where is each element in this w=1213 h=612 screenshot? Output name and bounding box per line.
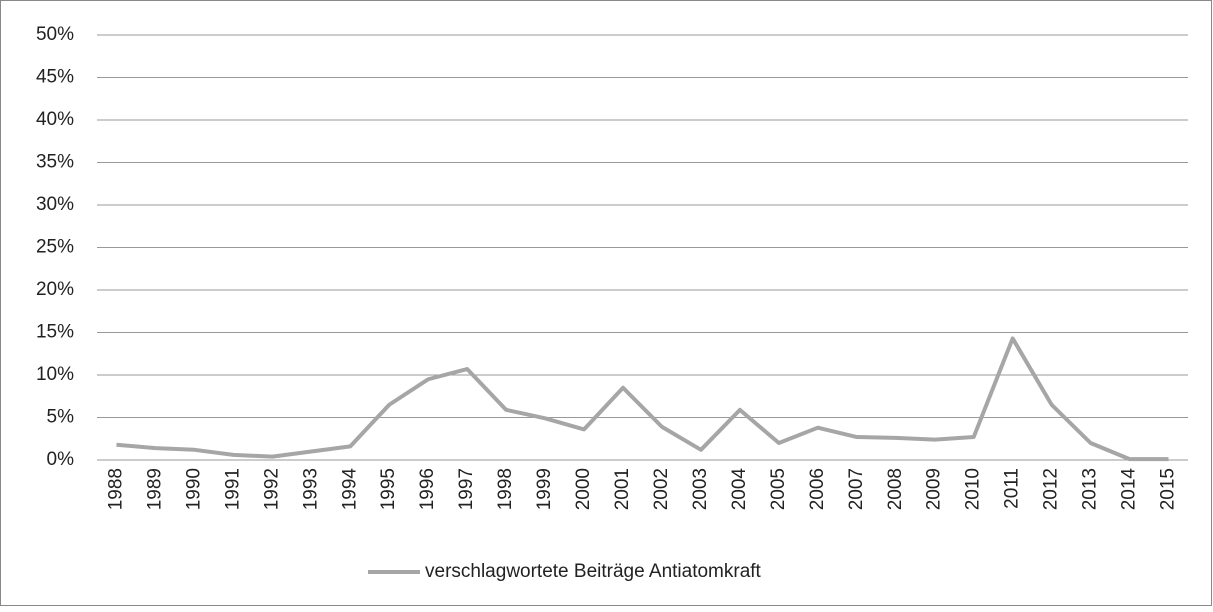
y-tick-label: 25%	[36, 237, 74, 258]
y-tick-label: 5%	[47, 407, 75, 428]
y-tick-label: 30%	[36, 194, 74, 215]
y-tick-label: 50%	[36, 24, 74, 45]
x-tick-label: 1991	[222, 468, 243, 510]
x-tick-label: 1998	[495, 468, 516, 510]
x-tick-label: 1997	[456, 468, 477, 510]
x-tick-label: 2005	[768, 468, 789, 510]
x-tick-label: 2010	[963, 468, 984, 510]
y-tick-label: 35%	[36, 152, 74, 173]
y-tick-label: 0%	[47, 449, 75, 470]
x-tick-label: 2004	[729, 468, 750, 511]
y-tick-label: 45%	[36, 67, 74, 88]
y-tick-label: 20%	[36, 279, 74, 300]
x-tick-label: 1988	[105, 468, 126, 510]
x-tick-label: 2003	[690, 468, 711, 510]
x-tick-label: 2008	[885, 468, 906, 510]
x-tick-label: 2006	[807, 468, 828, 510]
x-tick-label: 1996	[417, 468, 438, 510]
y-tick-label: 15%	[36, 322, 74, 343]
x-tick-label: 2000	[573, 468, 594, 510]
x-tick-label: 2001	[612, 468, 633, 510]
x-tick-label: 1994	[339, 468, 360, 511]
x-tick-label: 1993	[300, 468, 321, 510]
x-tick-label: 2013	[1080, 468, 1101, 510]
x-tick-label: 2002	[651, 468, 672, 510]
y-tick-label: 10%	[36, 364, 74, 385]
legend-label: verschlagwortete Beiträge Antiatomkraft	[425, 561, 762, 582]
x-tick-label: 1989	[144, 468, 165, 510]
x-tick-label: 2011	[1002, 468, 1023, 509]
x-tick-label: 2015	[1158, 468, 1179, 510]
x-tick-label: 2012	[1041, 468, 1062, 510]
line-series	[116, 336, 1169, 462]
x-tick-label: 1990	[183, 468, 204, 510]
x-tick-label: 2014	[1119, 468, 1140, 511]
x-tick-label: 1999	[534, 468, 555, 510]
x-tick-label: 1995	[378, 468, 399, 510]
x-tick-label: 1992	[261, 468, 282, 510]
y-tick-label: 40%	[36, 109, 74, 130]
x-tick-label: 2007	[846, 468, 867, 510]
x-tick-label: 2009	[924, 468, 945, 510]
